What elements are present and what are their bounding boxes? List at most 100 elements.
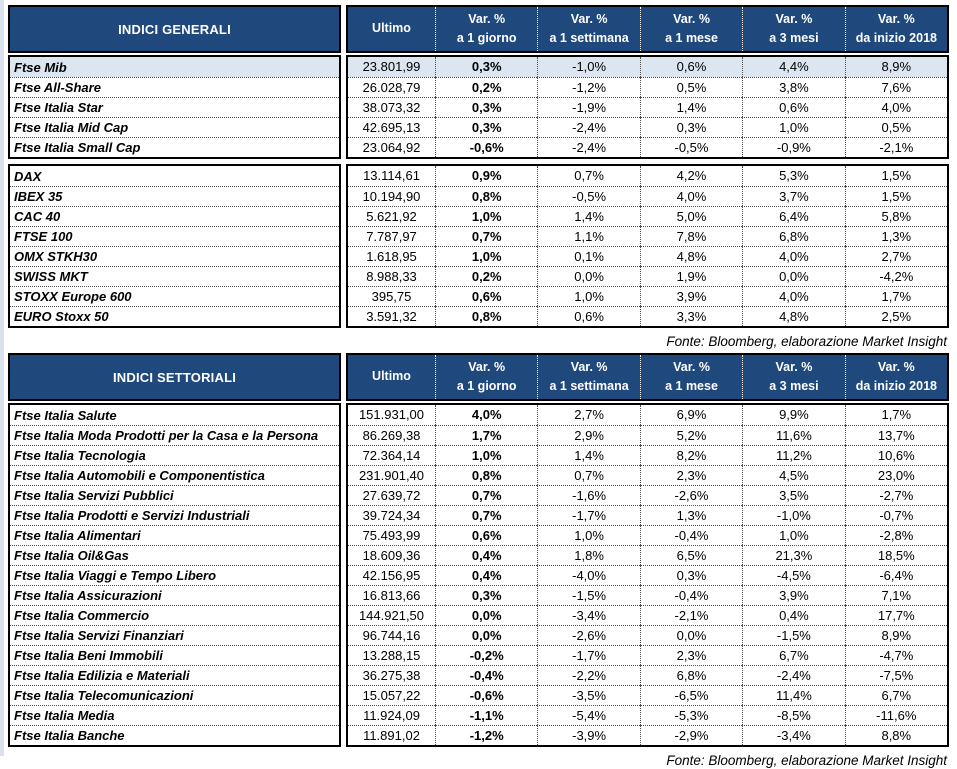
index-name-cell: Ftse Italia Assicurazioni	[10, 585, 339, 605]
row-group: Ftse Italia Salute Ftse Italia Moda Prodo…	[8, 403, 949, 747]
value-cell: 1,3%	[844, 226, 947, 246]
value-cell: -2,4%	[537, 117, 640, 137]
value-cell: -1,2%	[537, 77, 640, 97]
index-name-cell: Ftse Italia Viaggi e Tempo Libero	[10, 565, 339, 585]
value-cell: 11.924,09	[348, 705, 435, 725]
value-cell: 3,3%	[639, 306, 743, 326]
value-cell: 5.621,92	[348, 206, 435, 226]
value-cell: 23.801,99	[348, 57, 435, 77]
value-cell: 3,9%	[742, 585, 845, 605]
value-cell: -0,5%	[639, 137, 743, 157]
value-cell: -2,6%	[639, 485, 743, 505]
value-cell: 1,7%	[435, 425, 538, 445]
index-name-cell: FTSE 100	[10, 226, 339, 246]
index-name-cell: Ftse Italia Salute	[14, 407, 117, 423]
table-body: Ftse Mib Ftse All-Share Ftse Italia Star Ft…	[8, 55, 949, 328]
index-name-cell: Ftse Italia Mid Cap	[10, 117, 339, 137]
index-name-cell: Ftse All-Share	[10, 77, 339, 97]
value-cell: 75.493,99	[348, 525, 435, 545]
value-cell: 15.057,22	[348, 685, 435, 705]
value-cell: 7,8%	[639, 226, 743, 246]
column-header: Var. % a 1 mese	[639, 355, 742, 399]
value-cell: 0,6%	[435, 525, 538, 545]
value-cell: 4,5%	[742, 465, 845, 485]
value-cell: 1,4%	[537, 445, 640, 465]
value-cell: 0,4%	[435, 545, 538, 565]
value-cell: 39.724,34	[348, 505, 435, 525]
index-name-cell: Ftse Italia Servizi Finanziari	[10, 625, 339, 645]
column-header: Var. % da inizio 2018	[844, 355, 947, 399]
value-cell: 21,3%	[742, 545, 845, 565]
value-cell: 17,7%	[844, 605, 947, 625]
index-names-column: Ftse Italia Salute Ftse Italia Moda Prodo…	[8, 403, 341, 747]
value-cell: 0,1%	[537, 246, 640, 266]
value-cell: 0,0%	[742, 266, 845, 286]
value-cell: 1,0%	[435, 246, 538, 266]
index-name-cell: Ftse Italia Star	[10, 97, 339, 117]
value-cell: 0,0%	[639, 625, 743, 645]
source-note: Fonte: Bloomberg, elaborazione Market In…	[666, 334, 947, 349]
index-names-column: Ftse Mib Ftse All-Share Ftse Italia Star Ft…	[8, 55, 341, 159]
value-cell: 4,0%	[639, 186, 743, 206]
index-name-cell: IBEX 35	[10, 186, 339, 206]
value-cell: 0,4%	[742, 605, 845, 625]
index-name-cell: Ftse Italia Tecnologia	[10, 445, 339, 465]
value-cell: -8,5%	[742, 705, 845, 725]
value-cell: 3,7%	[742, 186, 845, 206]
column-header-label: Var. %	[877, 359, 915, 374]
index-name-cell: Ftse Italia Servizi Pubblici	[10, 485, 339, 505]
value-cell: 6,7%	[742, 645, 845, 665]
value-cell: -0,4%	[639, 585, 743, 605]
value-cell: 0,0%	[537, 266, 640, 286]
value-cell: -4,2%	[844, 266, 947, 286]
value-cell: 6,9%	[639, 405, 742, 425]
column-headers: Ultimo Var. % a 1 giorno Var. % a 1 settiman…	[346, 353, 949, 401]
column-header-label: Ultimo	[372, 21, 411, 36]
value-cell: 6,8%	[742, 226, 845, 246]
column-header-sublabel: a 1 giorno	[456, 379, 517, 393]
value-cell: 395,75	[348, 286, 435, 306]
value-cell: 0,2%	[435, 266, 538, 286]
value-cell: 1,0%	[742, 117, 845, 137]
value-cell: 13.288,15	[348, 645, 435, 665]
value-cell: 5,3%	[742, 166, 844, 186]
column-header-label: Var. %	[775, 11, 813, 26]
value-cell: -4,0%	[537, 565, 640, 585]
value-cell: 8,2%	[639, 445, 743, 465]
value-cell: 1,0%	[435, 445, 538, 465]
table-title: INDICI SETTORIALI	[8, 353, 341, 401]
value-cell: 0,3%	[639, 117, 743, 137]
value-cell: 11.891,02	[348, 725, 435, 745]
value-cell: 11,6%	[742, 425, 845, 445]
value-cell: 1,8%	[537, 545, 640, 565]
value-cell: 1,0%	[537, 286, 640, 306]
value-cell: 4,0%	[742, 286, 845, 306]
column-header-label: Ultimo	[372, 369, 411, 384]
column-header: Var. % a 1 giorno	[435, 355, 537, 399]
value-cell: 96.744,16	[348, 625, 435, 645]
value-cell: 0,8%	[435, 465, 538, 485]
value-cell: 0,7%	[537, 465, 640, 485]
index-name-cell: Ftse Italia Moda Prodotti per la Casa e …	[10, 425, 339, 445]
value-cell: 0,5%	[844, 117, 947, 137]
value-cell: 0,3%	[435, 585, 538, 605]
value-cell: 231.901,40	[348, 465, 435, 485]
value-cell: 18.609,36	[348, 545, 435, 565]
value-cell: 0,3%	[639, 565, 743, 585]
column-header: Var. % a 1 giorno	[435, 7, 537, 51]
value-cell: 13,7%	[844, 425, 947, 445]
value-cell: 2,3%	[639, 645, 743, 665]
column-header: Ultimo	[348, 7, 435, 51]
value-cell: 11,4%	[742, 685, 845, 705]
value-cell: 4,2%	[639, 166, 742, 186]
column-header-sublabel: da inizio 2018	[855, 31, 937, 45]
column-header-sublabel: a 1 giorno	[456, 31, 517, 45]
value-cell: 1,0%	[435, 206, 538, 226]
column-header-sublabel: a 1 mese	[665, 379, 718, 393]
value-cell: 36.275,38	[348, 665, 435, 685]
index-name-cell: SWISS MKT	[10, 266, 339, 286]
index-name-cell: Ftse Italia Prodotti e Servizi Industria…	[10, 505, 339, 525]
value-cell: 1,0%	[742, 525, 845, 545]
value-cell: 3,8%	[742, 77, 845, 97]
value-cell: 5,8%	[844, 206, 947, 226]
